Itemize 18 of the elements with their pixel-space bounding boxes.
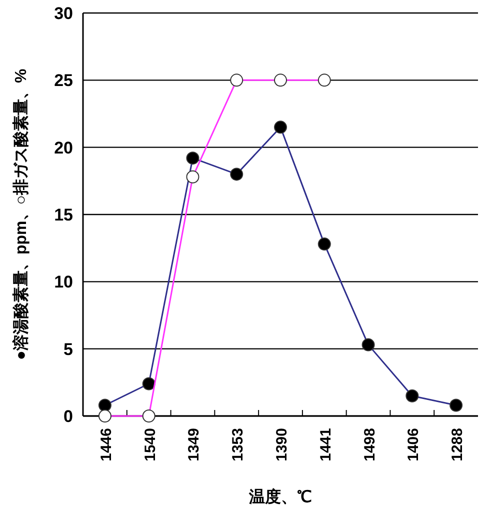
x-tick-label: 1446 bbox=[98, 428, 115, 462]
y-axis-title: ●溶湯酸素量、ppm、○排ガス酸素量、% bbox=[11, 68, 30, 360]
y-tick-label: 10 bbox=[54, 272, 73, 292]
y-tick-label: 5 bbox=[64, 340, 73, 359]
x-tick-label: 1390 bbox=[274, 428, 290, 462]
y-tick-label: 30 bbox=[54, 4, 73, 23]
x-tick-label: 1441 bbox=[317, 428, 334, 462]
x-axis-title: 温度、℃ bbox=[248, 487, 312, 506]
x-tick-label: 1288 bbox=[449, 428, 466, 462]
x-tick-label: 1349 bbox=[186, 428, 203, 462]
y-tick-label: 15 bbox=[54, 206, 73, 224]
y-tick-label: 25 bbox=[54, 71, 73, 90]
x-tick-label: 1498 bbox=[361, 428, 378, 462]
x-tick-label: 1353 bbox=[230, 428, 247, 462]
y-tick-label: 20 bbox=[54, 138, 73, 158]
x-tick-label: 1406 bbox=[405, 428, 422, 462]
y-tick-label: 0 bbox=[64, 407, 73, 426]
x-tick-label: 1540 bbox=[142, 428, 159, 462]
